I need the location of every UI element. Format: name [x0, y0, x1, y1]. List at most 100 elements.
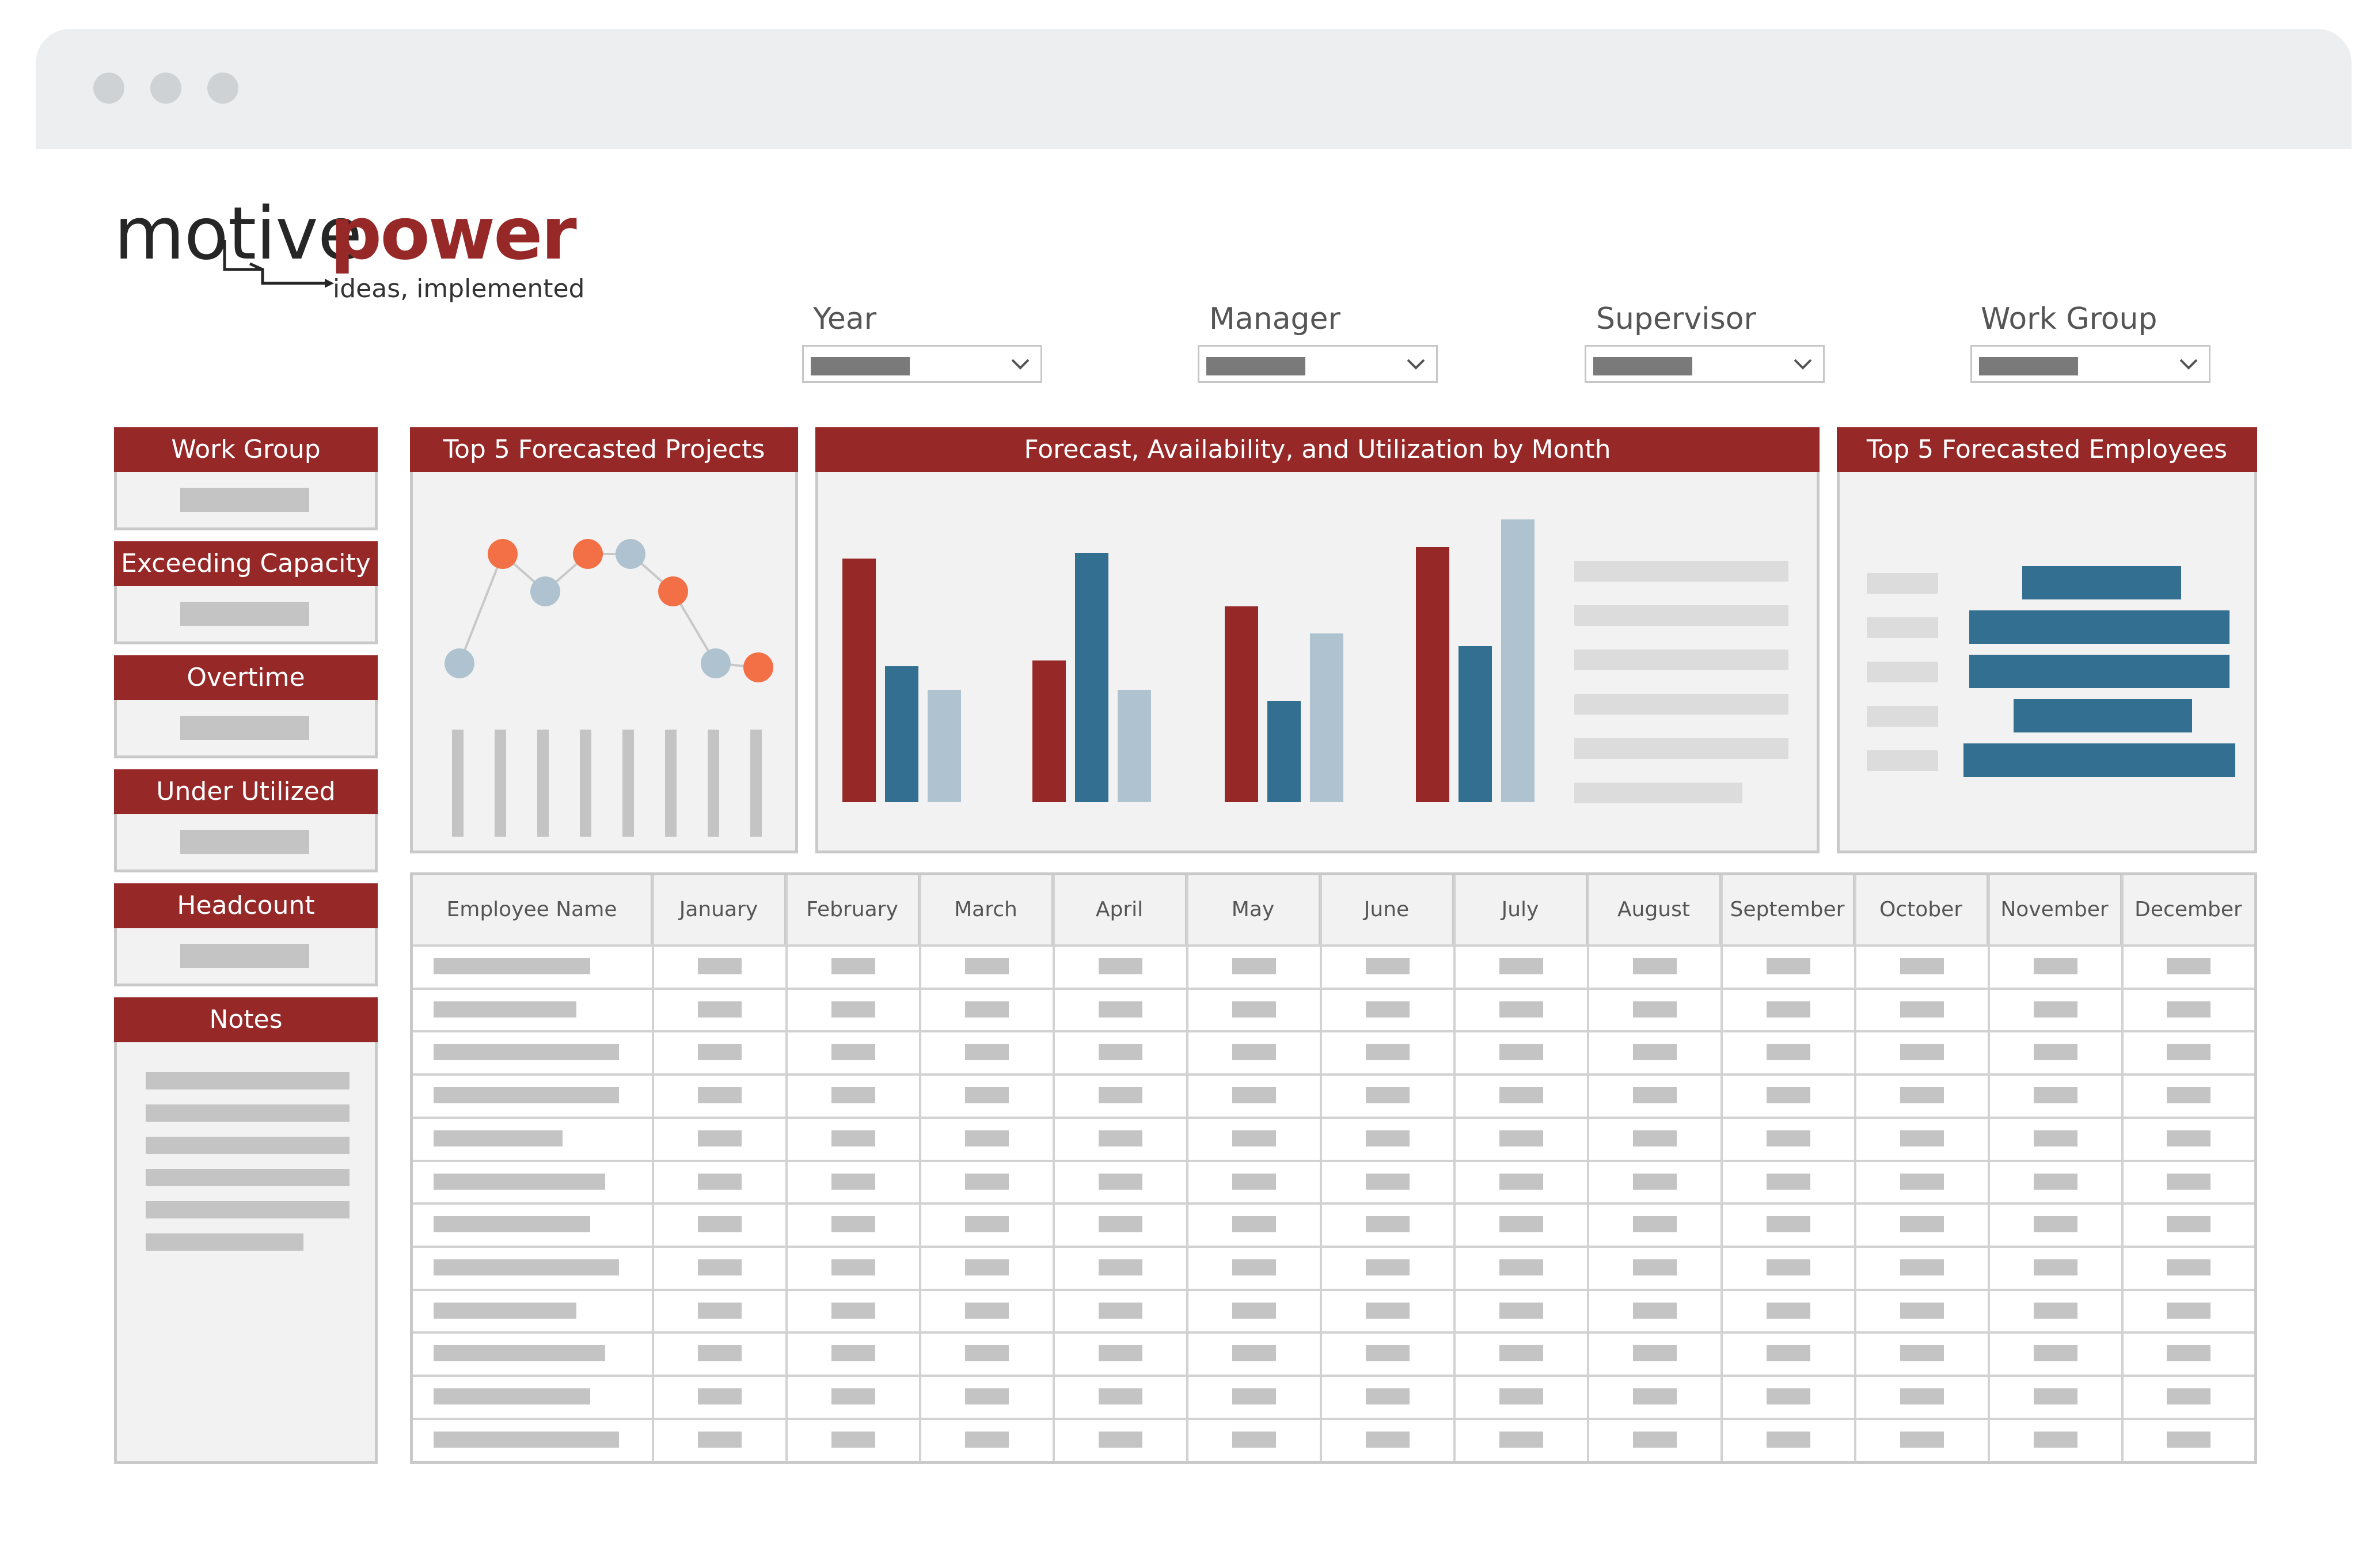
project-point[interactable]	[530, 576, 560, 606]
project-point[interactable]	[616, 539, 645, 569]
project-point[interactable]	[445, 648, 474, 678]
column-divider	[652, 875, 654, 1461]
row-divider	[413, 1030, 2254, 1032]
utilization-bar[interactable]	[928, 690, 961, 802]
kpi-card-title: Work Group	[114, 427, 378, 472]
column-header-march[interactable]: March	[920, 875, 1054, 944]
utilization-bar[interactable]	[1118, 690, 1151, 802]
kpi-card-exceeding-capacity[interactable]: Exceeding Capacity	[114, 541, 378, 644]
availability-bar[interactable]	[1075, 553, 1108, 802]
month-value-placeholder	[965, 1044, 1009, 1060]
column-header-january[interactable]: January	[653, 875, 787, 944]
month-value-placeholder	[2034, 1216, 2077, 1232]
month-value-placeholder	[965, 1216, 1009, 1232]
month-value-placeholder	[2167, 1388, 2211, 1404]
month-value-placeholder	[831, 1174, 875, 1190]
month-value-placeholder	[1900, 1432, 1944, 1448]
window-maximize-dot-icon[interactable]	[207, 73, 238, 104]
month-value-placeholder	[698, 1303, 742, 1319]
availability-bar[interactable]	[1459, 646, 1492, 802]
project-point[interactable]	[488, 539, 518, 569]
month-value-placeholder	[1767, 1001, 1810, 1018]
employee-name-placeholder	[434, 1001, 576, 1018]
month-value-placeholder	[1232, 1432, 1276, 1448]
month-value-placeholder	[1232, 1216, 1276, 1232]
forecast-bar[interactable]	[1416, 547, 1449, 802]
filter-manager-select[interactable]	[1198, 345, 1438, 383]
month-value-placeholder	[2167, 1044, 2211, 1060]
month-value-placeholder	[965, 1432, 1009, 1448]
month-value-placeholder	[1366, 1174, 1410, 1190]
forecast-bar[interactable]	[842, 559, 876, 802]
month-value-placeholder	[1900, 958, 1944, 974]
employee-name-placeholder	[434, 1216, 590, 1232]
employee-name-placeholder	[434, 1087, 619, 1103]
filter-supervisor-select[interactable]	[1585, 345, 1825, 383]
filter-year-select[interactable]	[802, 345, 1042, 383]
employee-bar[interactable]	[2014, 699, 2192, 732]
employee-bar[interactable]	[1969, 655, 2230, 688]
month-value-placeholder	[831, 1087, 875, 1103]
employee-label-placeholder	[1867, 662, 1938, 682]
utilization-bar[interactable]	[1310, 633, 1343, 802]
project-point[interactable]	[658, 576, 688, 606]
month-value-placeholder	[698, 1174, 742, 1190]
month-value-placeholder	[1099, 1303, 1142, 1319]
column-header-february[interactable]: February	[787, 875, 920, 944]
column-header-june[interactable]: June	[1321, 875, 1454, 944]
kpi-card-work-group[interactable]: Work Group	[114, 427, 378, 530]
forecast-bar[interactable]	[1032, 660, 1066, 802]
project-point[interactable]	[743, 652, 773, 682]
column-header-october[interactable]: October	[1855, 875, 1989, 944]
column-header-november[interactable]: November	[1989, 875, 2122, 944]
chevron-down-icon	[1011, 359, 1030, 370]
column-header-may[interactable]: May	[1187, 875, 1321, 944]
row-divider	[413, 1160, 2254, 1162]
filter-work-group-select[interactable]	[1970, 345, 2211, 383]
month-value-placeholder	[831, 958, 875, 974]
month-value-placeholder	[1099, 1388, 1142, 1404]
utilization-bar[interactable]	[1501, 519, 1535, 802]
employee-bar[interactable]	[1963, 743, 2235, 777]
column-header-december[interactable]: December	[2122, 875, 2254, 944]
availability-bar[interactable]	[1267, 701, 1301, 802]
month-value-placeholder	[1767, 1345, 1810, 1361]
project-point[interactable]	[701, 648, 731, 678]
employee-name-placeholder	[434, 958, 590, 974]
month-value-placeholder	[1366, 1001, 1410, 1018]
month-value-placeholder	[1767, 1303, 1810, 1319]
row-divider	[413, 944, 2254, 947]
legend-line-placeholder	[1574, 694, 1788, 715]
window-close-dot-icon[interactable]	[93, 73, 124, 104]
month-value-placeholder	[1499, 1001, 1543, 1018]
month-value-placeholder	[2034, 1174, 2077, 1190]
employee-bar[interactable]	[2022, 566, 2181, 599]
employee-bar[interactable]	[1969, 610, 2230, 644]
column-header-september[interactable]: September	[1722, 875, 1855, 944]
month-value-placeholder	[1499, 958, 1543, 974]
row-divider	[413, 1289, 2254, 1291]
column-header-april[interactable]: April	[1054, 875, 1187, 944]
window-minimize-dot-icon[interactable]	[150, 73, 181, 104]
column-header-employee-name[interactable]: Employee Name	[413, 875, 653, 944]
month-value-placeholder	[831, 1044, 875, 1060]
monthly-chart-title: Forecast, Availability, and Utilization …	[815, 427, 1820, 472]
month-value-placeholder	[698, 1087, 742, 1103]
month-value-placeholder	[1499, 1259, 1543, 1275]
top-projects-title: Top 5 Forecasted Projects	[410, 427, 798, 472]
month-value-placeholder	[2034, 1303, 2077, 1319]
availability-bar[interactable]	[885, 666, 918, 802]
column-header-july[interactable]: July	[1454, 875, 1588, 944]
employee-name-placeholder	[434, 1345, 605, 1361]
month-value-placeholder	[965, 958, 1009, 974]
kpi-card-headcount[interactable]: Headcount	[114, 883, 378, 986]
month-value-placeholder	[1366, 1044, 1410, 1060]
month-value-placeholder	[2034, 1087, 2077, 1103]
kpi-card-overtime[interactable]: Overtime	[114, 655, 378, 758]
month-value-placeholder	[1767, 1216, 1810, 1232]
kpi-card-under-utilized[interactable]: Under Utilized	[114, 769, 378, 872]
forecast-bar[interactable]	[1225, 606, 1258, 802]
project-point[interactable]	[573, 539, 603, 569]
column-header-august[interactable]: August	[1588, 875, 1722, 944]
logo-text-power: power	[330, 191, 577, 276]
